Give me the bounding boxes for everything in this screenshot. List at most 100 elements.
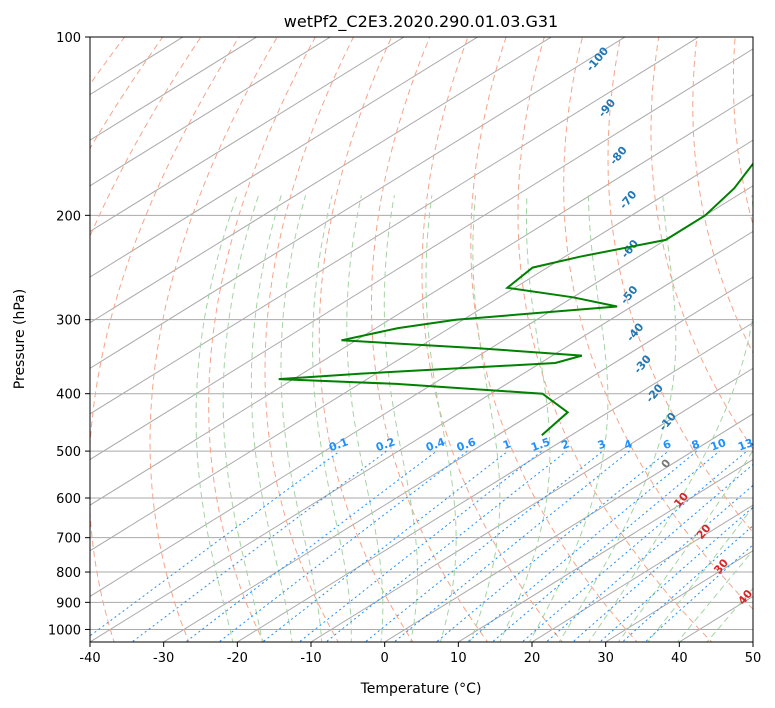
isotherm-gridline <box>90 37 184 96</box>
mixing-ratio-line <box>364 450 604 642</box>
dry-adiabat <box>470 37 638 642</box>
moist-adiabat <box>312 195 352 642</box>
mixing-ratio-label: 10 <box>709 436 728 454</box>
dry-adiabat-label: -70 <box>617 188 640 212</box>
y-tick-label: 300 <box>56 314 81 329</box>
moist-adiabat <box>222 195 263 642</box>
mixing-ratio-label: 6 <box>661 437 673 452</box>
isotherm-gridline <box>90 37 258 141</box>
x-tick-label: 40 <box>671 651 688 666</box>
moist-adiabat-label: 0 <box>659 456 674 470</box>
x-tick-label: 50 <box>745 651 762 666</box>
moist-adiabat <box>195 195 238 642</box>
mixing-ratio-line <box>545 463 753 642</box>
dry-adiabat-label: -40 <box>624 320 647 344</box>
dry-adiabat <box>318 37 414 642</box>
moist-adiabat-label: 20 <box>694 521 714 541</box>
plot-area: 0.10.20.40.611.52346810131620253036-100-… <box>90 37 775 642</box>
dewpoint-profile-line <box>278 162 753 436</box>
x-tick-label: 20 <box>524 651 541 666</box>
y-tick-label: 1000 <box>48 623 81 638</box>
mixing-ratio-line <box>325 450 567 642</box>
isotherm-gridline <box>90 139 753 552</box>
y-tick-label: 900 <box>56 596 81 611</box>
mixing-ratio-label: 2 <box>560 437 572 452</box>
x-tick-label: 10 <box>450 651 467 666</box>
mixing-ratio-label: 0.2 <box>374 435 397 454</box>
dry-adiabat <box>149 37 278 642</box>
y-axis-label: Pressure (hPa) <box>12 289 28 389</box>
plot-frame <box>89 36 754 643</box>
x-axis-label: Temperature (°C) <box>360 681 482 697</box>
y-tick-label: 200 <box>56 209 81 224</box>
dry-adiabat <box>650 37 753 450</box>
dry-adiabat-label: -10 <box>656 410 679 434</box>
moist-adiabat <box>588 195 753 642</box>
mixing-ratio-line <box>90 450 341 637</box>
dry-adiabat <box>421 37 563 642</box>
moist-adiabat <box>499 195 551 642</box>
x-tick-label: -30 <box>153 651 174 666</box>
dry-adiabat <box>563 37 753 610</box>
chart-title: wetPf2_C2E3.2020.290.01.03.G31 <box>284 12 558 32</box>
x-tick-label: -40 <box>79 651 100 666</box>
moist-adiabat <box>528 195 609 642</box>
isotherm-gridline <box>383 413 753 642</box>
mixing-ratio-label: 4 <box>622 437 634 452</box>
mixing-ratio-line <box>621 525 753 642</box>
mixing-ratio-label: 1.5 <box>529 435 552 454</box>
mixing-ratio-line <box>131 450 387 642</box>
mixing-ratio-label: 0.4 <box>424 435 447 454</box>
moist-adiabat <box>469 195 501 642</box>
isotherm-gridline <box>90 93 753 506</box>
dry-adiabat <box>371 37 489 642</box>
y-tick-label: 100 <box>56 31 81 46</box>
mixing-ratio-label: 0.1 <box>327 435 350 454</box>
dry-adiabat <box>90 37 164 150</box>
y-tick-label: 400 <box>56 388 81 403</box>
mixing-ratio-line <box>572 484 753 642</box>
isotherm-gridline <box>90 230 753 642</box>
moist-adiabat <box>558 195 677 642</box>
moist-adiabat <box>346 195 384 642</box>
isotherm-gridline <box>236 322 753 642</box>
isotherm-gridline <box>90 37 332 187</box>
mixing-ratio-line <box>521 450 748 642</box>
isotherm-gridline <box>90 37 626 369</box>
dry-adiabat <box>90 37 202 238</box>
isotherm-gridline <box>90 37 405 233</box>
dry-adiabat <box>692 37 753 355</box>
isotherm-gridline <box>90 37 700 415</box>
mixing-ratio-line <box>184 450 437 642</box>
x-tick-label: 0 <box>381 651 389 666</box>
dry-adiabat <box>607 37 753 534</box>
mixing-ratio-line <box>261 450 509 642</box>
isotherm-gridline <box>90 185 753 597</box>
isotherm-gridline <box>90 37 479 278</box>
mixing-ratio-label: 3 <box>596 437 608 452</box>
axes: -40 -30 -20 -10 0 10 20 30 40 5010020030040050060… <box>48 31 761 666</box>
mixing-ratio-label: 0.6 <box>455 435 478 454</box>
isotherm-gridline <box>90 48 753 461</box>
isotherm-gridline <box>531 504 753 642</box>
y-tick-label: 500 <box>56 445 81 460</box>
x-tick-label: -10 <box>300 651 321 666</box>
mixing-ratio-line <box>466 450 698 642</box>
dry-adiabat <box>732 37 753 227</box>
moist-adiabat <box>706 587 753 642</box>
mixing-ratio-label: 16 <box>758 436 775 454</box>
dry-adiabat-label: -80 <box>607 144 630 168</box>
moist-adiabat-label: 40 <box>735 587 755 607</box>
dry-adiabat-label: -20 <box>643 381 666 405</box>
x-tick-label: -20 <box>227 651 248 666</box>
mixing-ratio-label: 13 <box>736 436 755 453</box>
isotherm-gridline <box>162 276 753 642</box>
mixing-ratio-line <box>435 450 669 642</box>
y-tick-label: 700 <box>56 532 81 547</box>
mixing-ratio-line <box>393 450 630 642</box>
mixing-ratio-line <box>491 450 720 642</box>
moist-adiabat <box>676 549 753 642</box>
moist-adiabat <box>280 195 323 642</box>
x-tick-label: 30 <box>597 651 614 666</box>
